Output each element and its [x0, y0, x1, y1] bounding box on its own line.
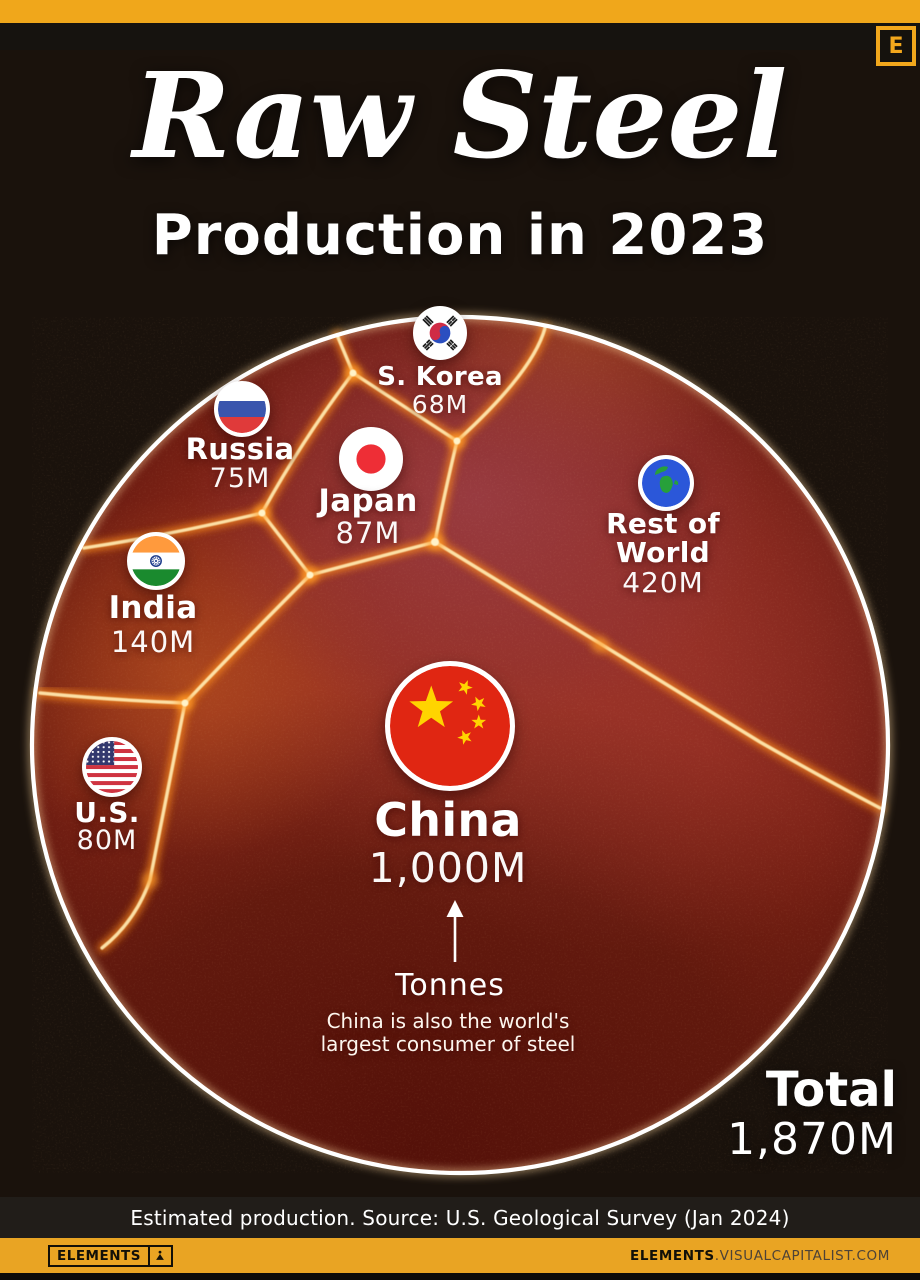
- page-subtitle: Production in 2023: [151, 203, 769, 268]
- bottom-black-strip: [0, 1273, 920, 1280]
- country-label: Russia: [185, 432, 295, 466]
- country-label: Japan: [318, 483, 418, 519]
- russia-flag-icon: [214, 381, 270, 437]
- site-url-bold: ELEMENTS: [630, 1247, 715, 1264]
- e-logo-letter: E: [888, 33, 904, 59]
- elements-logo-text: ELEMENTS: [57, 1247, 141, 1264]
- country-value: 75M: [209, 463, 271, 494]
- site-url-rest: .VISUALCAPITALIST.COM: [714, 1247, 890, 1264]
- china-note: China is also the world's largest consum…: [321, 1010, 576, 1056]
- country-value: 1,000M: [368, 844, 528, 892]
- top-gold-bar: [0, 0, 920, 23]
- country-value: 80M: [76, 825, 138, 856]
- country-value: 420M: [622, 566, 704, 599]
- globe-icon: [638, 455, 694, 511]
- country-label: India: [108, 590, 198, 626]
- total-value: 1,870M: [727, 1114, 897, 1165]
- elements-e-logo: E: [876, 26, 916, 66]
- china-note-line2: largest consumer of steel: [320, 1032, 576, 1056]
- footer-gold-bar: ELEMENTS ELEMENTS.VISUALCAPITALIST.COM: [0, 1238, 920, 1273]
- unit-label: Tonnes: [395, 968, 505, 1003]
- elements-logo: ELEMENTS: [48, 1244, 173, 1267]
- site-url: ELEMENTS.VISUALCAPITALIST.COM: [630, 1248, 890, 1264]
- country-label: Rest of World: [606, 509, 720, 567]
- india-flag-icon: [127, 532, 185, 590]
- header-black-band: [0, 23, 920, 50]
- country-value: 140M: [110, 625, 196, 659]
- japan-flag-icon: [339, 427, 403, 491]
- us-flag-icon: [82, 737, 142, 797]
- elements-mark-icon: [147, 1246, 171, 1265]
- country-label: China: [374, 793, 522, 847]
- country-value: 87M: [335, 516, 401, 550]
- country-label-line1: Rest of: [606, 507, 720, 540]
- country-value: 68M: [411, 390, 469, 419]
- country-label: S. Korea: [377, 362, 503, 392]
- china-flag-icon: [385, 661, 515, 791]
- south-korea-flag-icon: [413, 306, 467, 360]
- source-bar: Estimated production. Source: U.S. Geolo…: [0, 1197, 920, 1238]
- source-text: Estimated production. Source: U.S. Geolo…: [130, 1205, 790, 1230]
- page-title: Raw Steel: [132, 46, 788, 185]
- china-note-line1: China is also the world's: [326, 1009, 570, 1033]
- country-label-line2: World: [615, 536, 711, 569]
- total-label: Total: [765, 1062, 897, 1118]
